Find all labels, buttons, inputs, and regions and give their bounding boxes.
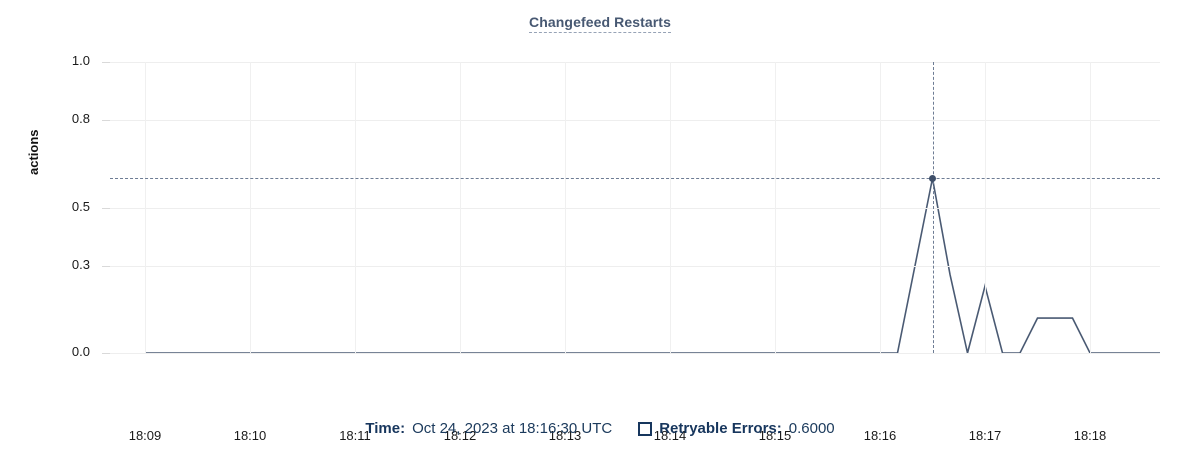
- x-tick-label: 18:18: [1073, 428, 1107, 443]
- x-gridline: [250, 62, 251, 353]
- x-gridline: [880, 62, 881, 353]
- y-tick-label: 1.0: [71, 53, 90, 68]
- legend-time-label: Time:: [365, 420, 406, 437]
- x-tick-label: 18:10: [233, 428, 267, 443]
- x-gridline: [460, 62, 461, 353]
- y-tick-label: 0.8: [71, 111, 90, 127]
- x-tick-label: 18:12: [443, 428, 477, 443]
- x-tick-label: 18:09: [128, 428, 162, 443]
- x-tick-label: 18:17: [968, 428, 1002, 443]
- x-gridline: [670, 62, 671, 353]
- y-gridline: [110, 265, 1160, 267]
- y-tick-mark: [102, 62, 110, 63]
- legend-time-value: Oct 24, 2023 at 18:16:30 UTC: [412, 420, 613, 437]
- x-tick-label: 18:13: [548, 428, 582, 443]
- legend-series-value: 0.6000: [788, 420, 835, 437]
- y-gridline: [110, 353, 1160, 354]
- legend-series-retryable-errors[interactable]: Retryable Errors: 0.6000: [638, 420, 835, 437]
- y-gridline: [110, 120, 1160, 122]
- y-tick-label: 0.0: [71, 344, 90, 359]
- y-gridline: [110, 207, 1160, 209]
- y-tick-label: 0.5: [71, 198, 90, 214]
- y-tick-label: 0.3: [71, 256, 90, 272]
- x-tick-label: 18:15: [758, 428, 792, 443]
- legend-time: Time: Oct 24, 2023 at 18:16:30 UTC: [365, 420, 612, 437]
- x-tick-label: 18:14: [653, 428, 687, 443]
- y-tick-mark: [102, 207, 110, 209]
- x-gridline: [985, 62, 986, 353]
- x-gridline: [145, 62, 146, 353]
- y-tick-mark: [102, 120, 110, 122]
- y-tick-mark: [102, 353, 110, 354]
- x-gridline: [355, 62, 356, 353]
- x-tick-label: 18:16: [863, 428, 897, 443]
- plot-area[interactable]: 18:09 18:10 18:11 18:12 18:13 18:14 18:15 18:16…: [102, 62, 1160, 443]
- x-gridline: [775, 62, 776, 353]
- legend-series-label: Retryable Errors:: [659, 420, 782, 437]
- x-gridline: [1090, 62, 1091, 353]
- hover-point-marker: [929, 174, 936, 182]
- chart-title-text: Changefeed Restarts: [529, 14, 671, 33]
- x-tick-label: 18:11: [339, 428, 371, 443]
- y-gridline: [110, 62, 1160, 63]
- crosshair-vertical: [932, 62, 934, 353]
- chart-legend: Time: Oct 24, 2023 at 18:16:30 UTC Retry…: [0, 420, 1200, 437]
- y-tick-mark: [102, 265, 110, 267]
- crosshair-horizontal: [110, 178, 1160, 180]
- x-gridline: [565, 62, 566, 353]
- y-axis-title: actions: [26, 129, 41, 175]
- legend-checkbox-icon[interactable]: [638, 421, 653, 436]
- chart-title: Changefeed Restarts: [0, 14, 1200, 33]
